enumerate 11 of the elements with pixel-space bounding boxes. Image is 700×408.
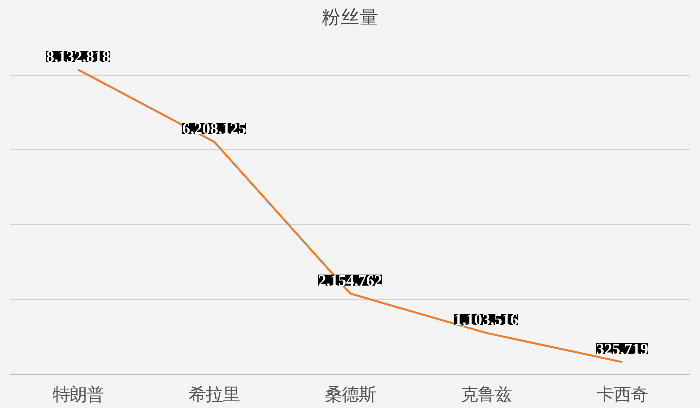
data-label: 6,208,125 — [182, 121, 246, 138]
data-label: 8,132,818 — [46, 49, 110, 66]
data-label: 2,154,762 — [318, 272, 382, 290]
x-tick-label: 卡西奇 — [597, 386, 648, 406]
data-label: 1,103,516 — [454, 312, 518, 330]
x-tick-label: 克鲁兹 — [461, 386, 512, 406]
x-tick-label: 特朗普 — [53, 386, 104, 406]
x-tick-label: 桑德斯 — [325, 386, 376, 406]
x-tick-label: 希拉里 — [189, 386, 240, 406]
data-label: 325,719 — [596, 341, 648, 358]
chart-title: 粉丝量 — [322, 8, 379, 28]
